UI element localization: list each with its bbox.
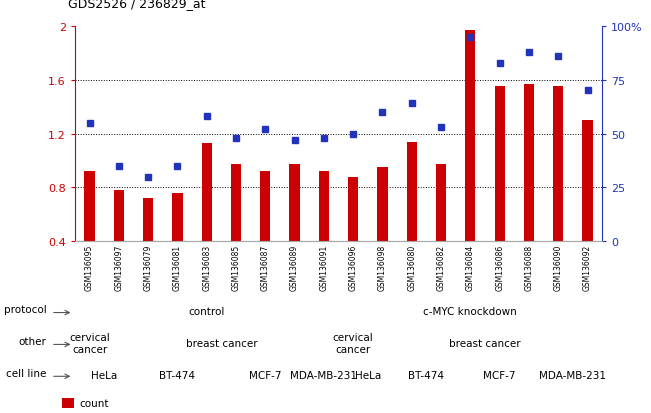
Text: GSM136081: GSM136081: [173, 244, 182, 290]
Bar: [143, 199, 153, 242]
Text: MDA-MB-231: MDA-MB-231: [540, 370, 606, 380]
Text: GSM136087: GSM136087: [261, 244, 270, 290]
Bar: [202, 144, 212, 242]
Text: MDA-MB-231: MDA-MB-231: [290, 370, 357, 380]
Text: GSM136090: GSM136090: [554, 244, 562, 291]
Bar: [85, 172, 94, 242]
Text: HeLa: HeLa: [91, 370, 117, 380]
Text: GSM136084: GSM136084: [466, 244, 475, 290]
Text: protocol: protocol: [4, 305, 46, 315]
Bar: [260, 172, 270, 242]
Text: GSM136089: GSM136089: [290, 244, 299, 290]
Text: GSM136088: GSM136088: [525, 244, 533, 290]
Text: GSM136079: GSM136079: [144, 244, 152, 291]
Bar: [553, 87, 563, 242]
Text: GSM136097: GSM136097: [115, 244, 123, 291]
Text: GSM136085: GSM136085: [232, 244, 240, 290]
Bar: [62, 398, 74, 408]
Bar: [407, 142, 417, 242]
Text: other: other: [18, 337, 46, 347]
Bar: [524, 85, 534, 242]
Bar: [583, 121, 592, 242]
Text: MCF-7: MCF-7: [484, 370, 516, 380]
Text: GSM136082: GSM136082: [437, 244, 445, 290]
Text: cell line: cell line: [6, 368, 46, 378]
Bar: [231, 165, 241, 242]
Text: GSM136091: GSM136091: [320, 244, 328, 290]
Text: c-MYC knockdown: c-MYC knockdown: [423, 306, 518, 316]
Text: control: control: [189, 306, 225, 316]
Text: count: count: [79, 398, 109, 408]
Text: GSM136096: GSM136096: [349, 244, 357, 291]
Text: cervical
cancer: cervical cancer: [333, 332, 374, 354]
Text: BT-474: BT-474: [408, 370, 445, 380]
Bar: [436, 165, 446, 242]
Bar: [495, 87, 505, 242]
Text: breast cancer: breast cancer: [186, 338, 257, 348]
Text: GSM136086: GSM136086: [495, 244, 504, 290]
Text: breast cancer: breast cancer: [449, 338, 521, 348]
Text: HeLa: HeLa: [355, 370, 381, 380]
Bar: [173, 193, 182, 242]
Bar: [114, 190, 124, 242]
Text: cervical
cancer: cervical cancer: [69, 332, 110, 354]
Bar: [319, 172, 329, 242]
Text: GSM136080: GSM136080: [408, 244, 416, 290]
Text: GSM136095: GSM136095: [85, 244, 94, 291]
Bar: [465, 31, 475, 242]
Text: MCF-7: MCF-7: [249, 370, 281, 380]
Text: GDS2526 / 236829_at: GDS2526 / 236829_at: [68, 0, 206, 10]
Text: GSM136092: GSM136092: [583, 244, 592, 290]
Text: BT-474: BT-474: [159, 370, 195, 380]
Bar: [378, 168, 387, 242]
Text: GSM136083: GSM136083: [202, 244, 211, 290]
Bar: [348, 177, 358, 242]
Bar: [290, 165, 299, 242]
Text: GSM136098: GSM136098: [378, 244, 387, 290]
